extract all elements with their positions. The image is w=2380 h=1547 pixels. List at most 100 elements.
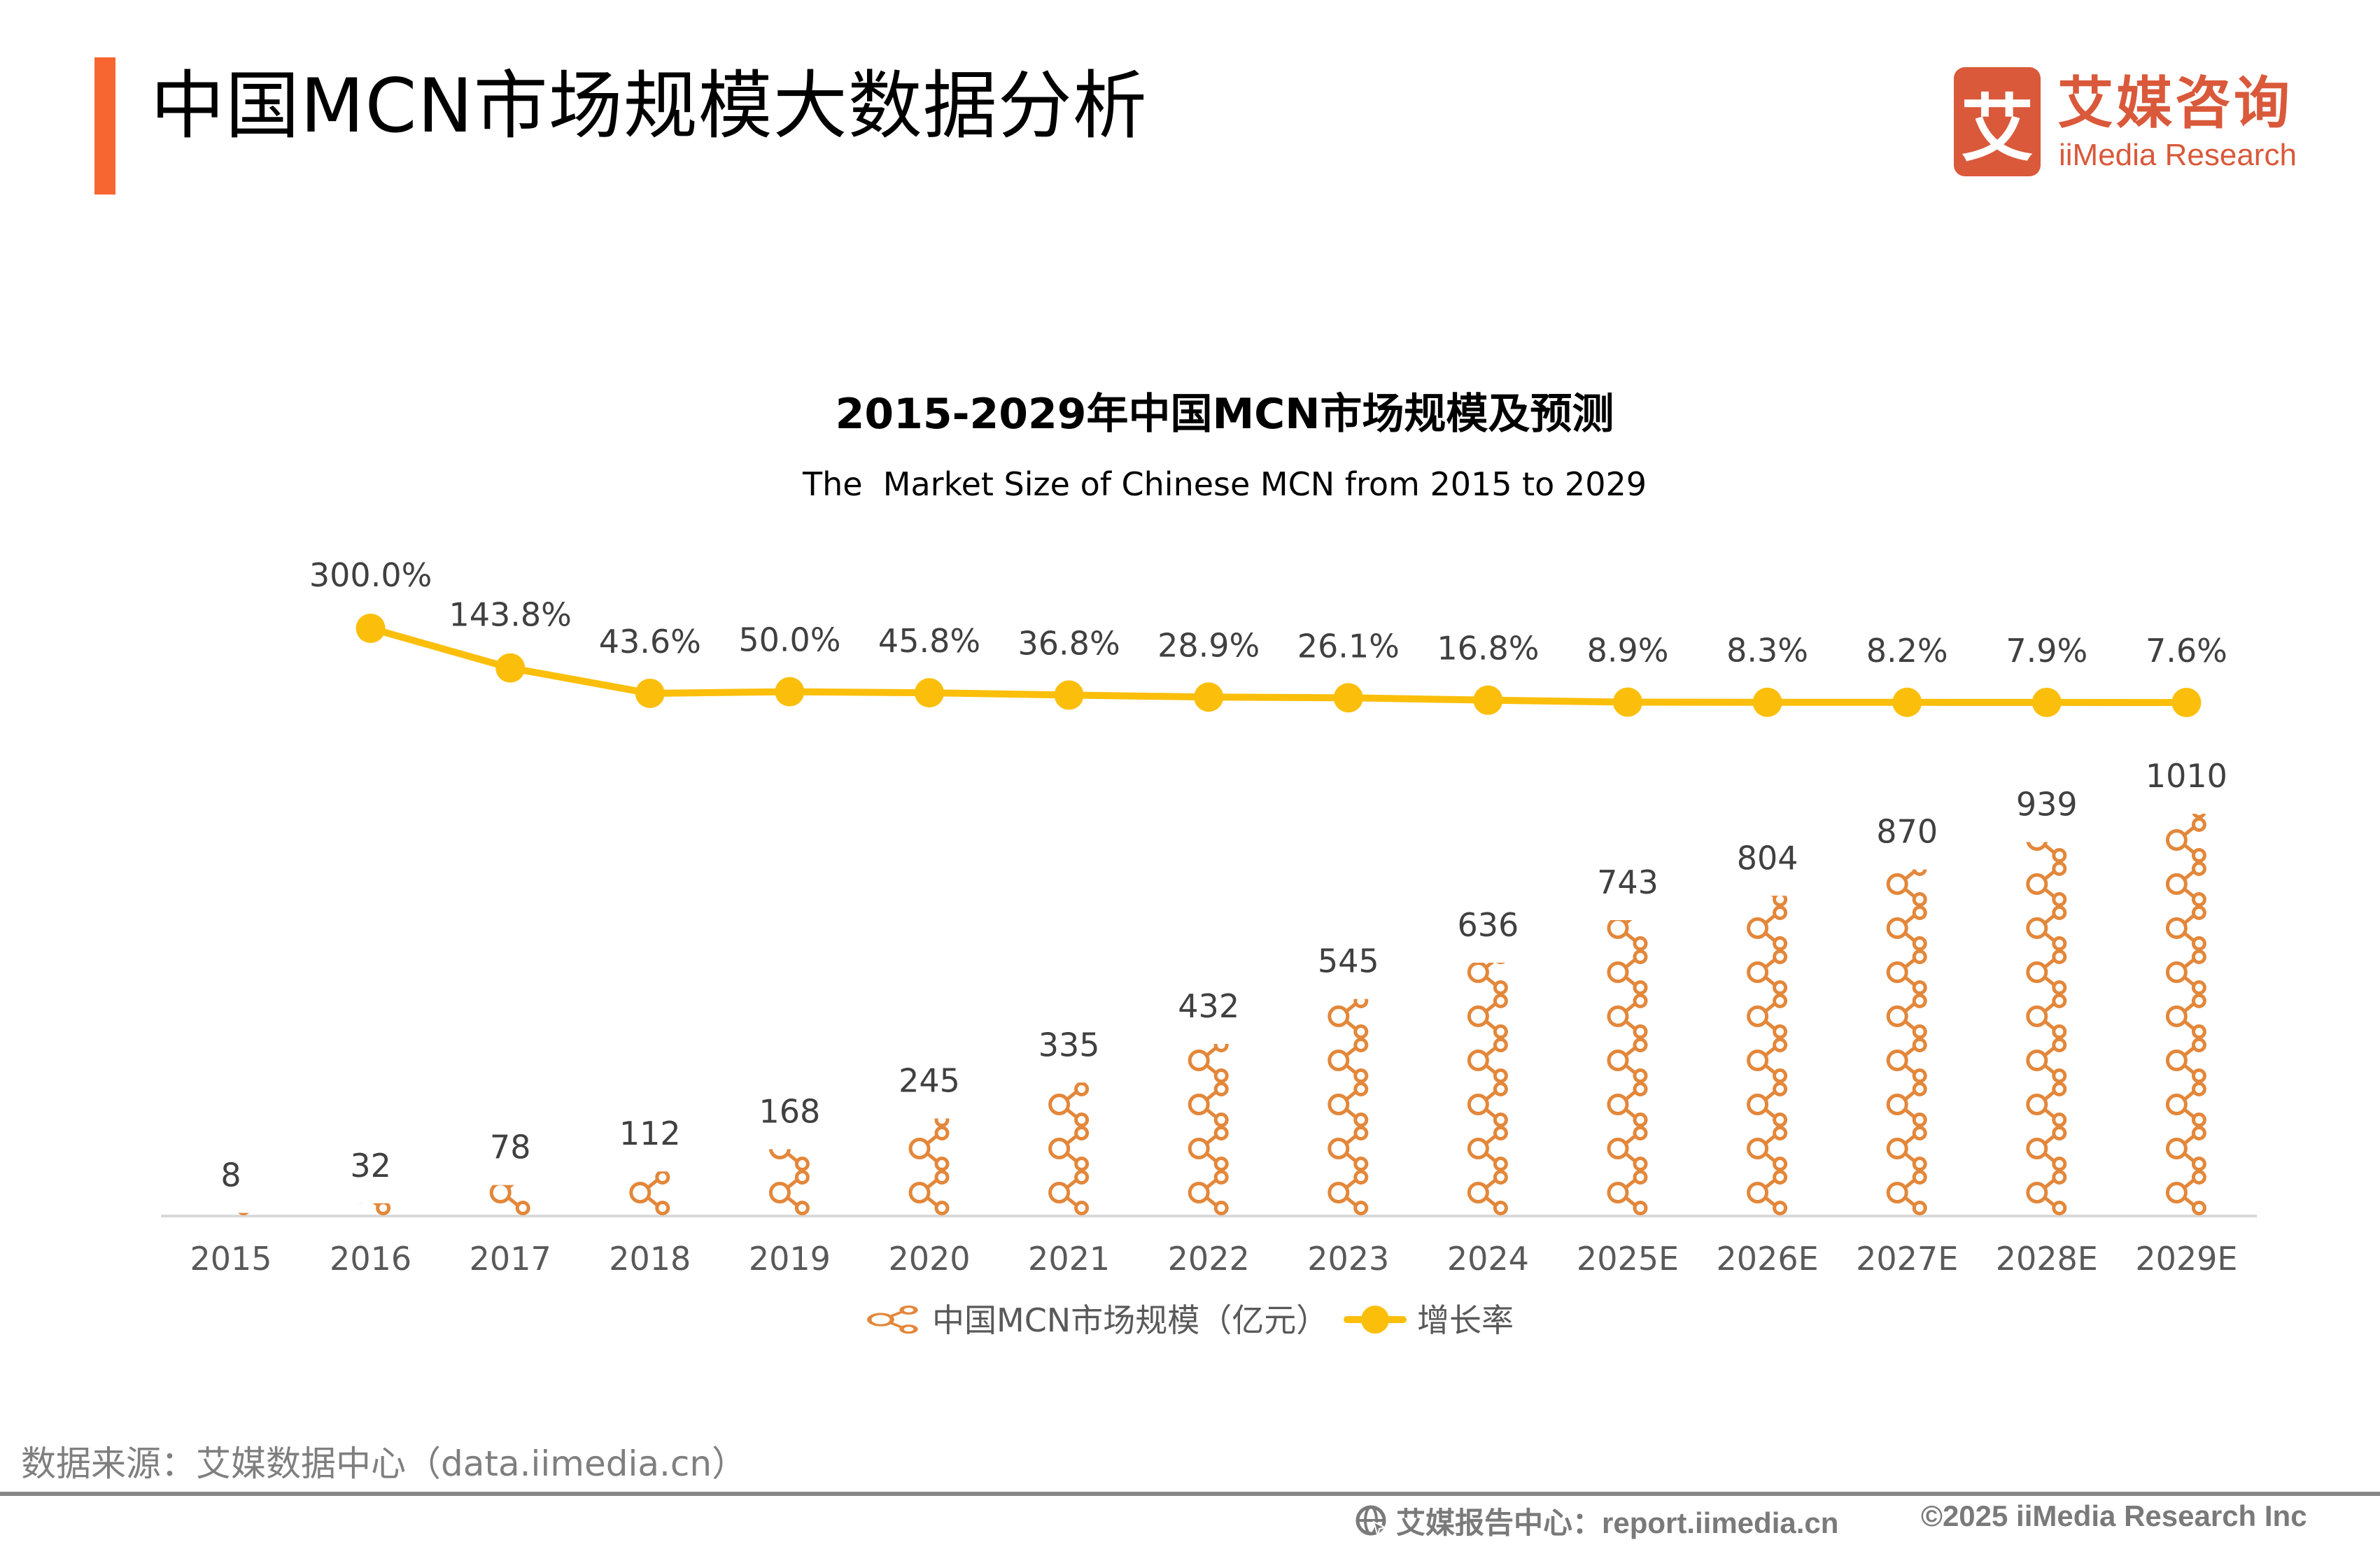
report-center-text: 艾媒报告中心：report.iimedia.cn bbox=[1396, 1506, 1839, 1539]
logo-name-en: iiMedia Research bbox=[2059, 138, 2297, 172]
legend: 中国MCN市场规模（亿元） 增长率 bbox=[869, 1301, 1514, 1339]
logo: 艾 艾媒咨询 iiMedia Research bbox=[1954, 67, 2346, 179]
share-nodes-icon bbox=[2167, 952, 2204, 994]
x-tick-label: 2026E bbox=[1717, 1240, 1819, 1278]
legend-dot-marker bbox=[1361, 1306, 1389, 1334]
share-nodes-icon bbox=[1749, 1172, 1786, 1214]
legend-item-growth-rate[interactable]: 增长率 bbox=[1344, 1301, 1514, 1339]
x-tick-label: 2027E bbox=[1856, 1240, 1958, 1278]
x-tick-label: 2025E bbox=[1577, 1240, 1679, 1278]
share-nodes-icon bbox=[2167, 1040, 2204, 1082]
growth-value-label: 28.9% bbox=[1157, 626, 1260, 664]
footer-divider bbox=[0, 1492, 2380, 1496]
bar-2024 bbox=[1469, 952, 1506, 1214]
growth-point-2029E bbox=[2171, 688, 2202, 717]
share-nodes-icon bbox=[2028, 907, 2065, 949]
growth-point-2027E bbox=[1892, 687, 1922, 717]
growth-point-2016 bbox=[355, 614, 386, 643]
bar-value-label: 112 bbox=[619, 1115, 681, 1152]
bar-value-label: 335 bbox=[1038, 1026, 1100, 1064]
share-nodes-icon bbox=[1050, 1172, 1087, 1214]
growth-point-2017 bbox=[495, 653, 526, 683]
globe-cursor-icon bbox=[1356, 1505, 1387, 1536]
legend-label-growth-rate: 增长率 bbox=[1417, 1301, 1514, 1339]
legend-label-market-size: 中国MCN市场规模（亿元） bbox=[932, 1301, 1328, 1339]
x-tick-label: 2029E bbox=[2135, 1240, 2237, 1278]
growth-point-2024 bbox=[1473, 685, 1503, 715]
growth-point-2025E bbox=[1613, 687, 1642, 717]
report-center-link[interactable]: 艾媒报告中心：report.iimedia.cn bbox=[1354, 1499, 1838, 1542]
growth-value-label: 43.6% bbox=[599, 623, 701, 661]
share-nodes-icon bbox=[1888, 1128, 1925, 1170]
share-nodes-icon bbox=[1888, 996, 1925, 1038]
share-nodes-icon bbox=[1190, 1172, 1227, 1214]
share-nodes-icon bbox=[1749, 996, 1786, 1038]
bar-2020 bbox=[910, 1084, 948, 1214]
x-tick-label: 2028E bbox=[1996, 1240, 2098, 1278]
bar-2025E bbox=[1609, 907, 1646, 1214]
share-nodes-icon bbox=[1050, 1128, 1087, 1170]
share-nodes-icon bbox=[2167, 907, 2204, 949]
share-nodes-icon bbox=[1469, 1084, 1506, 1126]
share-nodes-icon bbox=[2167, 1172, 2204, 1214]
bar-value-label: 432 bbox=[1178, 987, 1239, 1025]
share-nodes-icon bbox=[1469, 996, 1506, 1038]
share-nodes-icon bbox=[910, 1172, 948, 1214]
share-nodes-icon bbox=[1749, 952, 1786, 994]
growth-point-2028E bbox=[2032, 687, 2062, 717]
share-nodes-icon bbox=[1609, 907, 1646, 949]
share-nodes-icon bbox=[1609, 952, 1646, 994]
share-nodes-icon bbox=[2028, 819, 2065, 861]
bar-value-label: 939 bbox=[2016, 785, 2078, 823]
growth-value-label: 16.8% bbox=[1437, 630, 1539, 667]
title-accent-bar bbox=[94, 57, 115, 195]
share-nodes-icon bbox=[491, 1172, 528, 1214]
copyright: ©2025 iiMedia Research Inc bbox=[1921, 1499, 2307, 1532]
bar-value-label: 32 bbox=[350, 1147, 391, 1185]
growth-value-label: 50.0% bbox=[738, 621, 840, 659]
bar-2027E bbox=[1888, 863, 1925, 1214]
x-tick-label: 2018 bbox=[609, 1240, 691, 1278]
bar-value-label: 804 bbox=[1737, 839, 1798, 877]
share-nodes-icon bbox=[2028, 1172, 2065, 1214]
share-nodes-icon bbox=[2167, 819, 2204, 861]
share-nodes-icon bbox=[1330, 1128, 1367, 1170]
x-tick-label: 2021 bbox=[1028, 1240, 1110, 1278]
bar-2022 bbox=[1190, 1040, 1227, 1214]
x-tick-label: 2022 bbox=[1168, 1240, 1250, 1278]
share-nodes-icon bbox=[1190, 1084, 1227, 1126]
bar-2029E bbox=[2167, 775, 2204, 1214]
share-nodes-icon bbox=[1609, 1040, 1646, 1082]
growth-point-2020 bbox=[915, 678, 944, 708]
growth-value-label: 36.8% bbox=[1018, 624, 1120, 662]
growth-value-label: 300.0% bbox=[309, 556, 432, 594]
bar-2017 bbox=[491, 1172, 528, 1214]
x-tick-label: 2023 bbox=[1307, 1240, 1389, 1278]
growth-point-2018 bbox=[635, 678, 665, 708]
bar-2021 bbox=[1050, 1040, 1087, 1214]
share-nodes-icon bbox=[1888, 907, 1925, 949]
share-nodes-icon bbox=[1609, 1084, 1646, 1126]
share-nodes-icon bbox=[2028, 863, 2065, 905]
growth-point-2023 bbox=[1333, 683, 1363, 713]
share-nodes-icon bbox=[1050, 1084, 1087, 1126]
growth-value-label: 26.1% bbox=[1297, 627, 1400, 665]
growth-value-label: 7.9% bbox=[2006, 632, 2087, 670]
bar-2019 bbox=[770, 1128, 808, 1214]
share-nodes-icon bbox=[1469, 1172, 1506, 1214]
share-nodes-icon bbox=[1609, 1172, 1646, 1214]
bar-value-label: 8 bbox=[220, 1156, 241, 1194]
growth-value-label: 8.9% bbox=[1587, 632, 1669, 670]
page-title: 中国MCN市场规模大数据分析 bbox=[150, 63, 1148, 149]
share-nodes-icon bbox=[1330, 996, 1367, 1038]
x-tick-label: 2019 bbox=[749, 1240, 831, 1278]
logo-name-cn: 艾媒咨询 bbox=[2057, 71, 2293, 136]
bar-value-label: 743 bbox=[1597, 863, 1659, 901]
share-nodes-icon bbox=[1888, 952, 1925, 994]
growth-value-label: 45.8% bbox=[878, 622, 980, 660]
share-nodes-icon bbox=[1749, 1040, 1786, 1082]
x-tick-label: 2020 bbox=[888, 1240, 970, 1278]
share-nodes-icon bbox=[1609, 1128, 1646, 1170]
share-nodes-icon bbox=[2028, 952, 2065, 994]
legend-item-market-size[interactable]: 中国MCN市场规模（亿元） bbox=[869, 1301, 1328, 1339]
